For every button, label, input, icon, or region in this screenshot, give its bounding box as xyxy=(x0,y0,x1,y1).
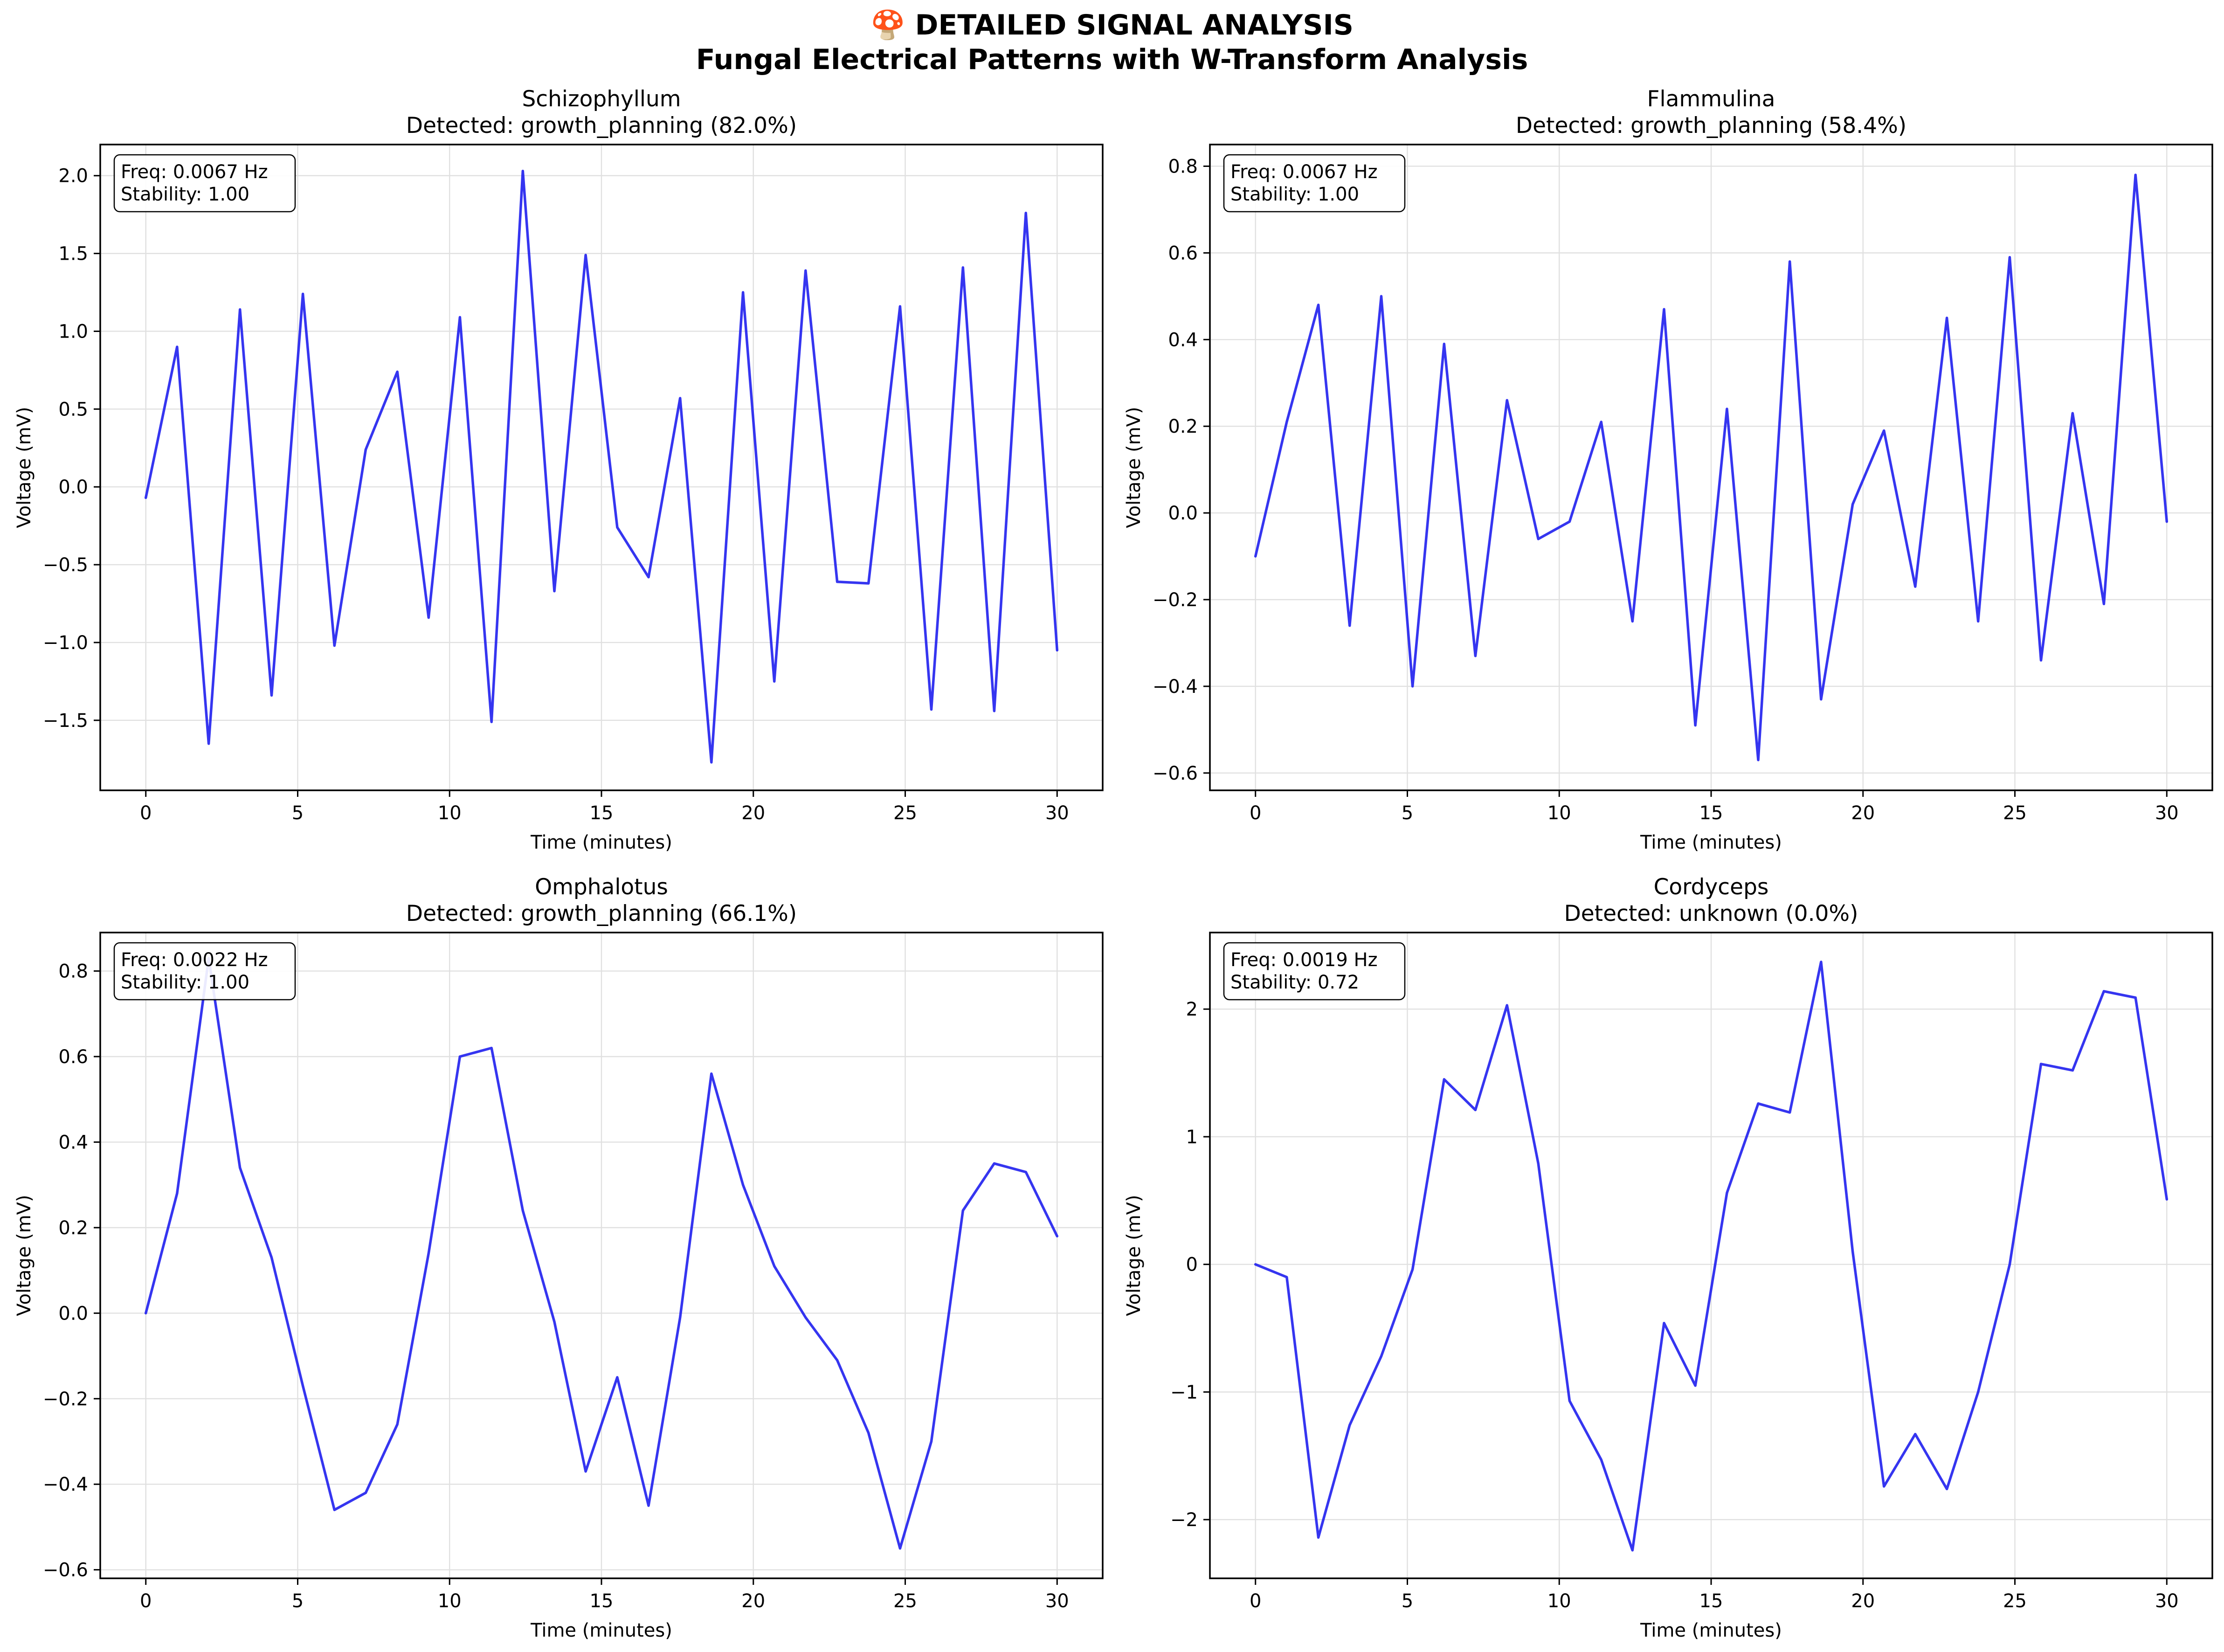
chart-title: Cordyceps xyxy=(1654,874,1769,900)
x-tick-label: 25 xyxy=(893,1590,917,1612)
series-line xyxy=(144,957,1059,1550)
figure-subtitle: Fungal Electrical Patterns with W-Transf… xyxy=(696,43,1528,76)
x-tick-label: 10 xyxy=(438,1590,462,1612)
figure-title: 🍄 DETAILED SIGNAL ANALYSIS xyxy=(870,9,1354,41)
x-axis-label: Time (minutes) xyxy=(530,1620,672,1641)
x-axis-label: Time (minutes) xyxy=(1640,832,1782,853)
x-tick-label: 5 xyxy=(1402,802,1413,824)
x-tick-label: 15 xyxy=(1699,802,1723,824)
x-tick-label: 5 xyxy=(292,802,304,824)
y-tick-label: 1.5 xyxy=(58,243,88,265)
x-tick-label: 20 xyxy=(1851,802,1875,824)
annotation-text: Stability: 1.00 xyxy=(1230,184,1359,205)
y-tick-label: −2 xyxy=(1170,1509,1198,1531)
series-line xyxy=(144,169,1059,764)
y-tick-label: 2.0 xyxy=(58,166,88,187)
y-tick-label: −1.5 xyxy=(43,710,88,732)
y-tick-label: 0.0 xyxy=(58,477,88,498)
x-tick-label: 25 xyxy=(2003,802,2027,824)
y-tick-label: 0.0 xyxy=(58,1303,88,1324)
x-tick-label: 30 xyxy=(1045,802,1069,824)
y-tick-label: −1.0 xyxy=(43,632,88,654)
y-axis-label: Voltage (mV) xyxy=(1123,407,1145,528)
annotation-text: Freq: 0.0019 Hz xyxy=(1230,949,1378,971)
y-tick-label: −0.4 xyxy=(43,1474,88,1495)
x-tick-label: 0 xyxy=(1250,802,1261,824)
y-axis-label: Voltage (mV) xyxy=(14,1195,35,1316)
y-tick-label: −0.5 xyxy=(43,554,88,576)
x-tick-label: 15 xyxy=(1699,1590,1723,1612)
y-tick-label: 0.2 xyxy=(58,1217,88,1239)
annotation-text: Freq: 0.0022 Hz xyxy=(121,949,268,971)
y-tick-label: 1 xyxy=(1186,1127,1198,1148)
y-tick-label: 0.4 xyxy=(58,1132,88,1153)
x-tick-label: 5 xyxy=(292,1590,304,1612)
x-axis-label: Time (minutes) xyxy=(530,832,672,853)
x-tick-label: 30 xyxy=(2155,802,2179,824)
y-tick-label: 0.6 xyxy=(58,1046,88,1068)
x-tick-label: 30 xyxy=(2155,1590,2179,1612)
y-tick-label: 0.8 xyxy=(1168,156,1198,177)
y-tick-label: 0.2 xyxy=(1168,416,1198,437)
x-tick-label: 20 xyxy=(741,802,765,824)
annotation-box xyxy=(113,942,296,1001)
y-axis-label: Voltage (mV) xyxy=(1123,1195,1145,1316)
annotation-text: Stability: 1.00 xyxy=(121,184,249,205)
annotation-text: Freq: 0.0067 Hz xyxy=(1230,161,1378,183)
x-axis-label: Time (minutes) xyxy=(1640,1620,1782,1641)
x-tick-label: 30 xyxy=(1045,1590,1069,1612)
x-tick-label: 0 xyxy=(1250,1590,1261,1612)
x-tick-label: 15 xyxy=(590,802,614,824)
chart-title: Schizophyllum xyxy=(522,86,681,112)
y-tick-label: 0.8 xyxy=(58,961,88,982)
y-tick-label: 0.4 xyxy=(1168,329,1198,351)
series-line xyxy=(1254,961,2169,1552)
annotation-text: Stability: 0.72 xyxy=(1230,972,1359,993)
y-tick-label: 0 xyxy=(1186,1254,1198,1276)
y-tick-label: −0.6 xyxy=(1153,763,1198,784)
annotation-box xyxy=(1223,942,1406,1001)
x-tick-label: 10 xyxy=(438,802,462,824)
y-tick-label: 0.0 xyxy=(1168,503,1198,524)
y-tick-label: −0.4 xyxy=(1153,676,1198,698)
x-tick-label: 10 xyxy=(1547,802,1571,824)
x-tick-label: 25 xyxy=(2003,1590,2027,1612)
x-tick-label: 25 xyxy=(893,802,917,824)
chart-subtitle: Detected: growth_planning (66.1%) xyxy=(406,901,797,926)
chart-title: Flammulina xyxy=(1647,86,1775,112)
y-tick-label: 2 xyxy=(1186,999,1198,1020)
chart-subtitle: Detected: growth_planning (82.0%) xyxy=(406,113,797,138)
annotation-box xyxy=(113,154,296,213)
x-tick-label: 0 xyxy=(140,802,152,824)
series-line xyxy=(1254,173,2169,761)
chart-title: Omphalotus xyxy=(535,874,668,900)
y-tick-label: −0.6 xyxy=(43,1560,88,1581)
x-tick-label: 10 xyxy=(1547,1590,1571,1612)
y-tick-label: 0.5 xyxy=(58,399,88,420)
y-tick-label: −0.2 xyxy=(1153,589,1198,611)
x-tick-label: 20 xyxy=(741,1590,765,1612)
x-tick-label: 15 xyxy=(590,1590,614,1612)
x-tick-label: 0 xyxy=(140,1590,152,1612)
y-tick-label: 1.0 xyxy=(58,321,88,342)
y-tick-label: 0.6 xyxy=(1168,242,1198,264)
y-tick-label: −0.2 xyxy=(43,1389,88,1410)
annotation-text: Stability: 1.00 xyxy=(121,972,249,993)
annotation-text: Freq: 0.0067 Hz xyxy=(121,161,268,183)
chart-subtitle: Detected: growth_planning (58.4%) xyxy=(1516,113,1906,138)
y-tick-label: −1 xyxy=(1170,1382,1198,1403)
x-tick-label: 5 xyxy=(1402,1590,1413,1612)
chart-subtitle: Detected: unknown (0.0%) xyxy=(1564,901,1858,926)
x-tick-label: 20 xyxy=(1851,1590,1875,1612)
annotation-box xyxy=(1223,154,1406,213)
y-axis-label: Voltage (mV) xyxy=(14,407,35,528)
